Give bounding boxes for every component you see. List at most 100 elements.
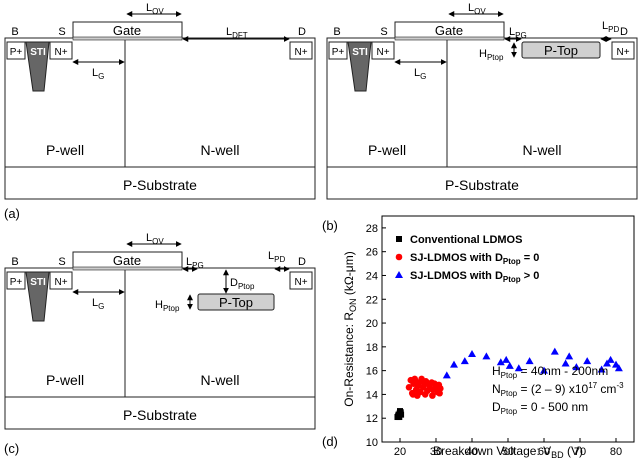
data-point-triangle: [505, 361, 514, 369]
panel-c-tag: (c): [4, 441, 19, 456]
n-plus-source-label: N+: [376, 47, 389, 58]
y-tick-label: 26: [366, 247, 378, 259]
data-point-triangle: [606, 355, 615, 363]
panel-a-tag: (a): [4, 206, 20, 221]
x-tick-label: 20: [394, 446, 406, 458]
p-well-label: P-well: [368, 142, 406, 158]
data-point-triangle: [514, 364, 523, 372]
y-axis-ticks: 10 12 14 16 18 20 22 24 26 28: [366, 223, 386, 449]
panel-a: Gate P+ STI N+ N+ B S D LOV LDFT LG P-we…: [4, 2, 316, 221]
data-point-triangle: [565, 352, 574, 360]
p-top-region: [197, 293, 275, 311]
l-ov-label: LOV: [468, 2, 486, 16]
y-tick-label: 20: [366, 318, 378, 330]
data-point-triangle: [468, 349, 476, 357]
p-top-label: P-Top: [219, 295, 253, 310]
p-substrate-label: P-Substrate: [445, 177, 519, 193]
data-point-square: [396, 414, 403, 421]
n-well-label: N-well: [201, 142, 240, 158]
sti-label: STI: [352, 47, 368, 58]
data-point-triangle: [482, 352, 491, 360]
gate-oxide: [394, 36, 505, 41]
data-point-triangle: [550, 347, 559, 355]
x-tick-label: 80: [610, 446, 622, 458]
n-plus-source-label: N+: [54, 277, 67, 288]
n-plus-drain-label: N+: [294, 277, 307, 288]
l-pd-label: LPD: [268, 250, 285, 264]
y-tick-label: 28: [366, 223, 378, 235]
gate-label: Gate: [113, 23, 141, 38]
data-point-triangle: [540, 366, 548, 374]
n-well-label: N-well: [523, 142, 562, 158]
data-point-triangle: [450, 360, 458, 368]
y-tick-label: 16: [366, 366, 378, 378]
legend: Conventional LDMOS SJ-LDMOS with DPtop = …: [395, 234, 539, 284]
data-point-triangle: [496, 358, 505, 366]
device-outline: [4, 267, 316, 430]
data-point-triangle: [442, 371, 451, 379]
sti-region: [347, 41, 372, 92]
x-axis-label: Breakdown Voltage: VBD (V): [433, 444, 583, 459]
sti-region: [25, 41, 50, 92]
data-point-circle: [409, 391, 417, 398]
n-plus-drain-label: N+: [616, 47, 629, 58]
data-point-triangle: [597, 365, 606, 373]
x-axis-ticks: 20 30 40 50 60 70 80: [394, 438, 622, 458]
n-plus-drain-region: [289, 271, 313, 290]
panel-b: Gate P-Top P+ STI N+ N+ B S D LOV LPG LP…: [326, 2, 638, 200]
n-plus-source-region: [49, 271, 73, 290]
legend-marker-square: [396, 236, 402, 242]
p-plus-region: [328, 41, 348, 60]
panel-b-tag: (b): [322, 218, 338, 233]
panel-c: Gate P-Top P+ STI N+ N+ B S D LOV LPG LP…: [4, 232, 316, 456]
drain-terminal-label: D: [298, 26, 306, 38]
data-point-triangle: [572, 363, 581, 371]
l-g-label: LG: [92, 67, 104, 81]
data-point-triangle: [583, 357, 592, 365]
p-plus-region: [6, 271, 26, 290]
l-g-label: LG: [414, 67, 426, 81]
y-tick-label: 12: [366, 413, 378, 425]
annotation-line: HPtop = 40nm - 200nm: [492, 364, 608, 380]
source-terminal-label: S: [58, 256, 65, 268]
y-tick-label: 14: [366, 389, 378, 401]
p-substrate-label: P-Substrate: [123, 177, 197, 193]
data-point-triangle: [561, 359, 570, 367]
l-pd-label: LPD: [602, 20, 619, 34]
p-substrate-label: P-Substrate: [123, 407, 197, 423]
panel-d: (b) (d) 20 30 40 50 60 70 80 10 12 14 16 18 20 22 24 2…: [322, 215, 635, 459]
data-point-circle: [416, 388, 424, 396]
gate-oxide: [72, 36, 183, 41]
n-plus-source-region: [49, 41, 73, 60]
p-plus-region: [6, 41, 26, 60]
h-ptop-label: HPtop: [479, 48, 504, 62]
sti-region: [25, 271, 50, 322]
n-well-label: N-well: [201, 372, 240, 388]
device-outline: [4, 37, 316, 200]
x-tick-label: 40: [466, 446, 478, 458]
x-tick-label: 60: [538, 446, 550, 458]
data-point-circle: [405, 383, 413, 391]
drain-terminal-label: D: [298, 256, 306, 268]
data-point-triangle: [502, 355, 511, 363]
drain-terminal-label: D: [620, 26, 628, 38]
device-outline: [326, 37, 638, 200]
body-terminal-label: B: [11, 26, 18, 38]
data-point-triangle: [614, 364, 623, 372]
x-tick-label: 70: [574, 446, 586, 458]
l-g-label: LG: [92, 297, 104, 311]
source-terminal-label: S: [380, 26, 387, 38]
y-tick-label: 24: [366, 270, 378, 282]
gate-oxide: [72, 266, 183, 271]
annotation-line: DPtop = 0 - 500 nm: [492, 400, 588, 416]
p-plus-label: P+: [332, 47, 345, 58]
x-tick-label: 50: [502, 446, 514, 458]
p-top-region: [521, 41, 601, 59]
panel-d-tag: (d): [322, 434, 338, 449]
n-plus-drain-region: [289, 41, 313, 60]
l-pg-label: LPG: [509, 26, 527, 40]
data-point-triangle: [525, 357, 534, 365]
d-ptop-label: DPtop: [230, 277, 255, 291]
p-plus-label: P+: [10, 277, 23, 288]
